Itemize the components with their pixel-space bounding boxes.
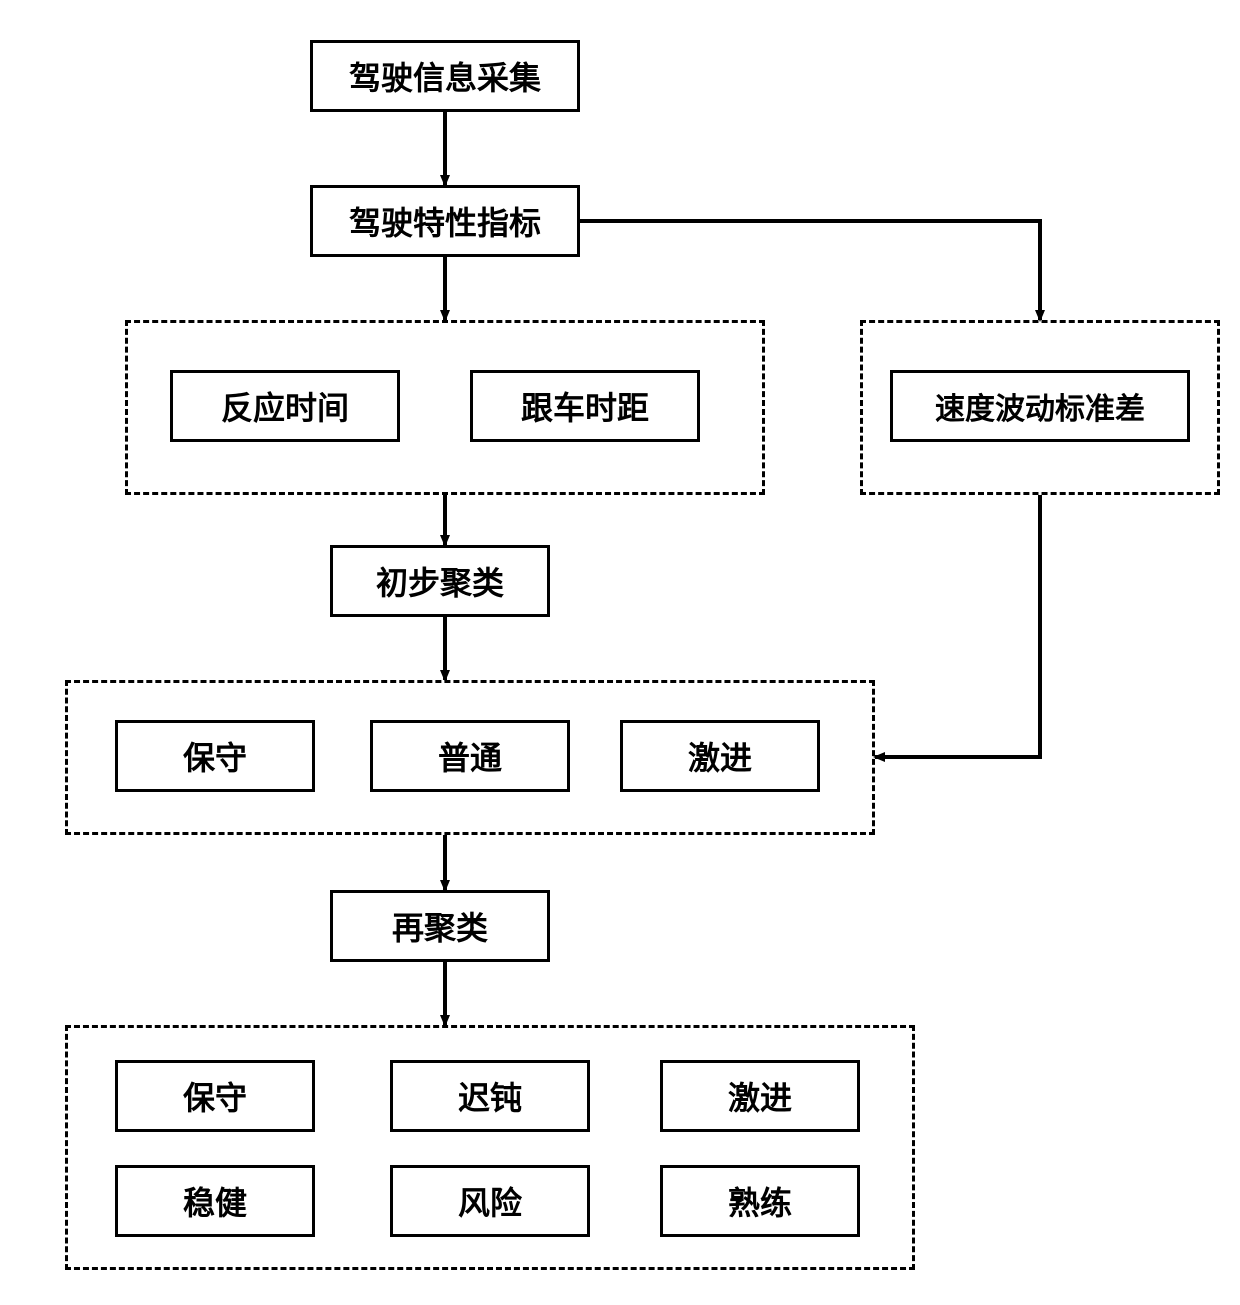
node-label: 稳健	[183, 1178, 247, 1224]
node-r3: 激进	[660, 1060, 860, 1132]
node-label: 普通	[438, 733, 502, 779]
node-label: 初步聚类	[376, 558, 504, 604]
node-label: 迟钝	[458, 1073, 522, 1119]
edge	[580, 221, 1040, 320]
node-features: 驾驶特性指标	[310, 185, 580, 257]
node-label: 保守	[183, 733, 247, 779]
node-headway: 跟车时距	[470, 370, 700, 442]
node-cluster1: 初步聚类	[330, 545, 550, 617]
edge	[875, 495, 1040, 757]
node-r1: 保守	[115, 1060, 315, 1132]
node-stddev: 速度波动标准差	[890, 370, 1190, 442]
node-aggress: 激进	[620, 720, 820, 792]
node-label: 跟车时距	[521, 383, 649, 429]
node-label: 保守	[183, 1073, 247, 1119]
node-collect: 驾驶信息采集	[310, 40, 580, 112]
node-label: 激进	[688, 733, 752, 779]
node-r5: 风险	[390, 1165, 590, 1237]
node-r6: 熟练	[660, 1165, 860, 1237]
node-cluster2: 再聚类	[330, 890, 550, 962]
node-label: 风险	[458, 1178, 522, 1224]
node-label: 驾驶信息采集	[349, 53, 541, 99]
flowchart-canvas: 驾驶信息采集 驾驶特性指标 反应时间 跟车时距 速度波动标准差 初步聚类 保守 …	[0, 0, 1240, 1305]
node-conserv: 保守	[115, 720, 315, 792]
node-label: 激进	[728, 1073, 792, 1119]
node-label: 再聚类	[392, 903, 488, 949]
node-label: 驾驶特性指标	[349, 198, 541, 244]
node-normal: 普通	[370, 720, 570, 792]
node-react: 反应时间	[170, 370, 400, 442]
node-label: 速度波动标准差	[935, 384, 1145, 428]
node-r2: 迟钝	[390, 1060, 590, 1132]
node-label: 反应时间	[221, 383, 349, 429]
node-label: 熟练	[728, 1178, 792, 1224]
node-r4: 稳健	[115, 1165, 315, 1237]
